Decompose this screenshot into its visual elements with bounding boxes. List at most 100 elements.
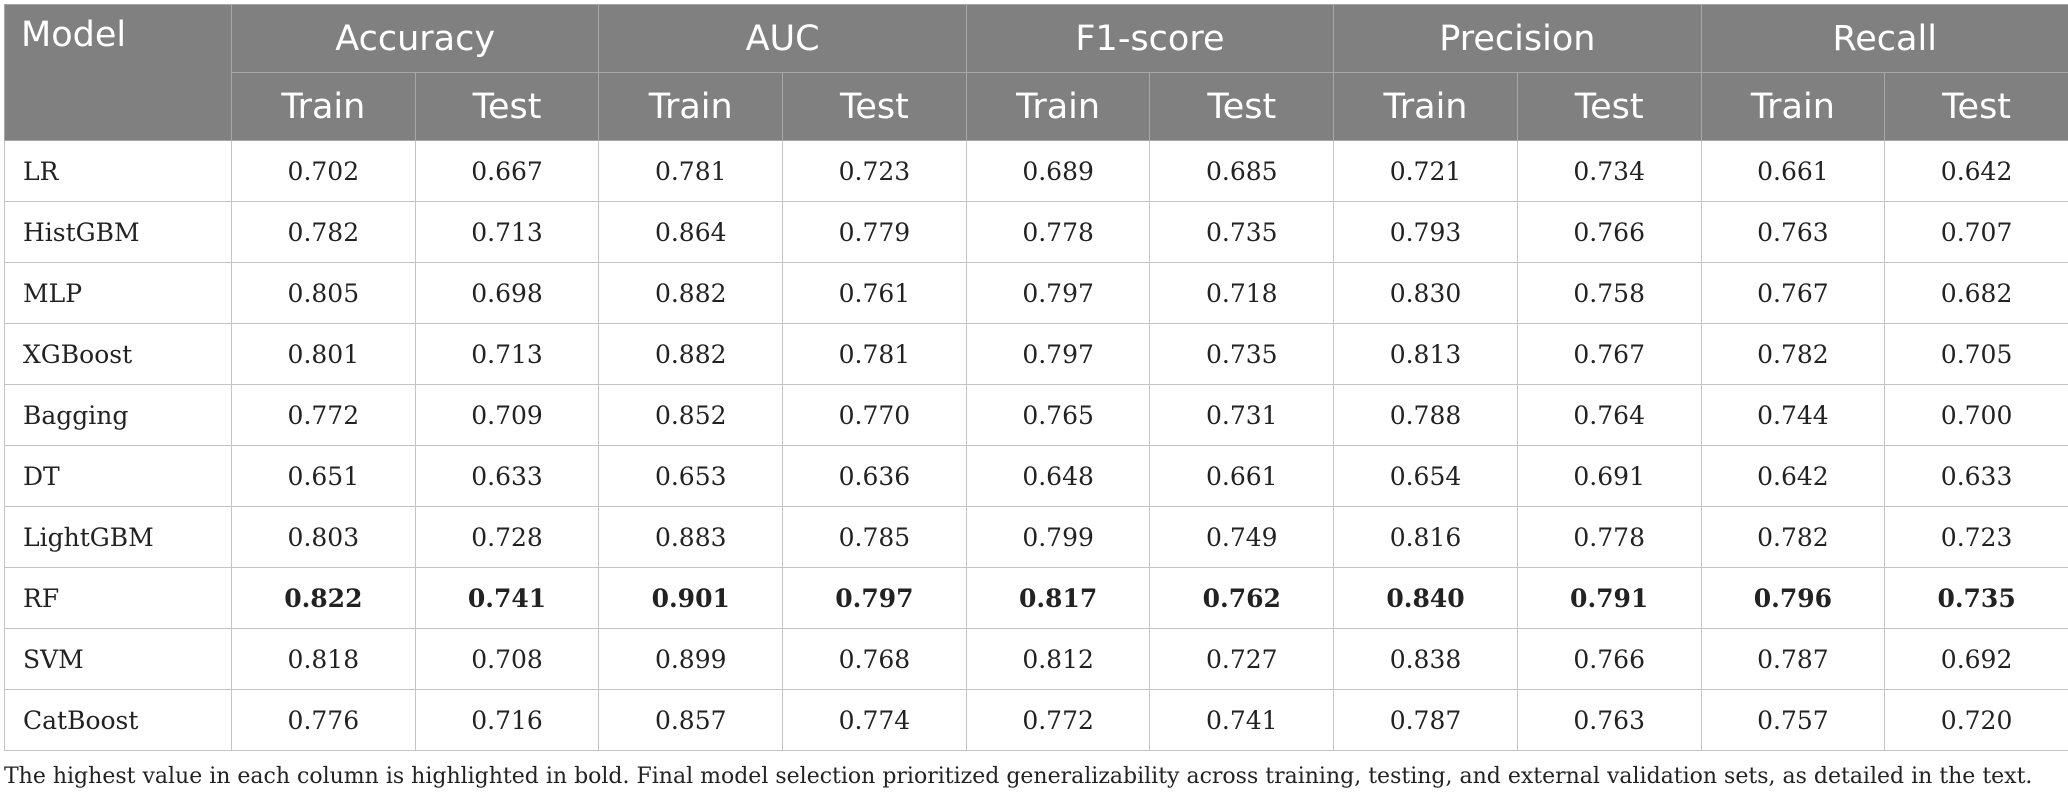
table-row: SVM 0.818 0.708 0.899 0.768 0.812 0.727 0.838 0.…: [4, 628, 2068, 690]
model-name-cell: SVM: [4, 628, 232, 690]
metric-value-cell: 0.735: [1149, 323, 1335, 385]
metric-value-cell: 0.772: [965, 689, 1151, 751]
metric-value-cell: 0.817: [965, 567, 1151, 629]
table-row: HistGBM 0.782 0.713 0.864 0.779 0.778 0.735 0.7…: [4, 201, 2068, 263]
metric-value-cell: 0.723: [782, 140, 967, 202]
metric-value-cell: 0.857: [598, 689, 784, 751]
metric-value-cell: 0.767: [1516, 323, 1702, 385]
metric-value-cell: 0.744: [1700, 384, 1886, 446]
metric-value-cell: 0.782: [1700, 506, 1886, 568]
metric-value-cell: 0.801: [231, 323, 416, 385]
metric-value-cell: 0.765: [965, 384, 1151, 446]
metric-value-cell: 0.709: [414, 384, 600, 446]
metric-value-cell: 0.766: [1516, 201, 1702, 263]
metric-value-cell: 0.882: [598, 262, 784, 324]
recall-train-header: Train: [1700, 72, 1886, 141]
metric-value-cell: 0.721: [1333, 140, 1518, 202]
metric-value-cell: 0.852: [598, 384, 784, 446]
metric-value-cell: 0.840: [1333, 567, 1518, 629]
metric-value-cell: 0.718: [1149, 262, 1335, 324]
metric-value-cell: 0.782: [231, 201, 416, 263]
metric-value-cell: 0.689: [965, 140, 1151, 202]
metric-header-f1-score: F1-score: [965, 4, 1335, 73]
metric-value-cell: 0.791: [1516, 567, 1702, 629]
metric-value-cell: 0.727: [1149, 628, 1335, 690]
metric-value-cell: 0.838: [1333, 628, 1518, 690]
metric-value-cell: 0.774: [782, 689, 967, 751]
table-row: Bagging 0.772 0.709 0.852 0.770 0.765 0.731 0.7…: [4, 384, 2068, 446]
metric-value-cell: 0.713: [414, 201, 600, 263]
model-name-cell: Bagging: [4, 384, 232, 446]
metric-value-cell: 0.778: [1516, 506, 1702, 568]
model-name-cell: CatBoost: [4, 689, 232, 751]
metric-header-accuracy: Accuracy: [230, 4, 600, 73]
metric-value-cell: 0.782: [1700, 323, 1886, 385]
model-name-cell: LightGBM: [4, 506, 232, 568]
metric-value-cell: 0.651: [231, 445, 416, 507]
metric-value-cell: 0.735: [1149, 201, 1335, 263]
metric-value-cell: 0.723: [1884, 506, 2068, 568]
results-table-container: Model Accuracy AUC F1-score Precision Re…: [4, 4, 2068, 751]
metric-value-cell: 0.728: [414, 506, 600, 568]
metric-value-cell: 0.691: [1516, 445, 1702, 507]
metric-value-cell: 0.813: [1333, 323, 1518, 385]
metric-value-cell: 0.741: [1149, 689, 1335, 751]
metric-value-cell: 0.763: [1516, 689, 1702, 751]
metric-value-cell: 0.901: [598, 567, 784, 629]
metric-value-cell: 0.812: [965, 628, 1151, 690]
metric-value-cell: 0.796: [1700, 567, 1886, 629]
model-name-cell: DT: [4, 445, 232, 507]
metric-value-cell: 0.713: [414, 323, 600, 385]
auc-test-header: Test: [782, 72, 967, 141]
metric-value-cell: 0.793: [1333, 201, 1518, 263]
metric-value-cell: 0.633: [1884, 445, 2068, 507]
accuracy-test-header: Test: [414, 72, 600, 141]
metric-value-cell: 0.636: [782, 445, 967, 507]
metric-value-cell: 0.805: [231, 262, 416, 324]
precision-test-header: Test: [1516, 72, 1702, 141]
metric-value-cell: 0.787: [1333, 689, 1518, 751]
metric-value-cell: 0.768: [782, 628, 967, 690]
table-row: CatBoost 0.776 0.716 0.857 0.774 0.772 0.741 0.…: [4, 689, 2068, 751]
model-performance-table: Model Accuracy AUC F1-score Precision Re…: [4, 4, 2068, 751]
accuracy-train-header: Train: [231, 72, 416, 141]
metric-value-cell: 0.799: [965, 506, 1151, 568]
model-column-header: Model: [4, 4, 232, 141]
metric-value-cell: 0.735: [1884, 567, 2068, 629]
metric-value-cell: 0.788: [1333, 384, 1518, 446]
metric-value-cell: 0.797: [965, 262, 1151, 324]
metric-value-cell: 0.708: [414, 628, 600, 690]
metric-value-cell: 0.767: [1700, 262, 1886, 324]
metric-value-cell: 0.772: [231, 384, 416, 446]
metric-value-cell: 0.633: [414, 445, 600, 507]
metric-value-cell: 0.720: [1884, 689, 2068, 751]
metric-value-cell: 0.764: [1516, 384, 1702, 446]
metric-value-cell: 0.758: [1516, 262, 1702, 324]
metric-value-cell: 0.787: [1700, 628, 1886, 690]
metric-value-cell: 0.698: [414, 262, 600, 324]
metric-value-cell: 0.797: [782, 567, 967, 629]
metric-header-recall: Recall: [1700, 4, 2068, 73]
table-row: LR 0.702 0.667 0.781 0.723 0.689 0.685 0.721 0.7…: [4, 140, 2068, 202]
table-row: XGBoost 0.801 0.713 0.882 0.781 0.797 0.735 0.8…: [4, 323, 2068, 385]
metric-value-cell: 0.763: [1700, 201, 1886, 263]
metric-header-auc: AUC: [598, 4, 967, 73]
metric-value-cell: 0.781: [598, 140, 784, 202]
metric-value-cell: 0.762: [1149, 567, 1335, 629]
metric-value-cell: 0.781: [782, 323, 967, 385]
metric-value-cell: 0.642: [1700, 445, 1886, 507]
table-row: DT 0.651 0.633 0.653 0.636 0.648 0.661 0.654 0.6…: [4, 445, 2068, 507]
table-footnote: The highest value in each column is high…: [4, 764, 2033, 789]
metric-value-cell: 0.757: [1700, 689, 1886, 751]
table-body: LR 0.702 0.667 0.781 0.723 0.689 0.685 0.721 0.7…: [4, 140, 2068, 751]
metric-value-cell: 0.705: [1884, 323, 2068, 385]
metric-value-cell: 0.734: [1516, 140, 1702, 202]
f1-train-header: Train: [965, 72, 1151, 141]
metric-value-cell: 0.766: [1516, 628, 1702, 690]
metric-value-cell: 0.702: [231, 140, 416, 202]
metric-value-cell: 0.653: [598, 445, 784, 507]
metric-value-cell: 0.797: [965, 323, 1151, 385]
metric-value-cell: 0.776: [231, 689, 416, 751]
metric-value-cell: 0.692: [1884, 628, 2068, 690]
metric-value-cell: 0.716: [414, 689, 600, 751]
